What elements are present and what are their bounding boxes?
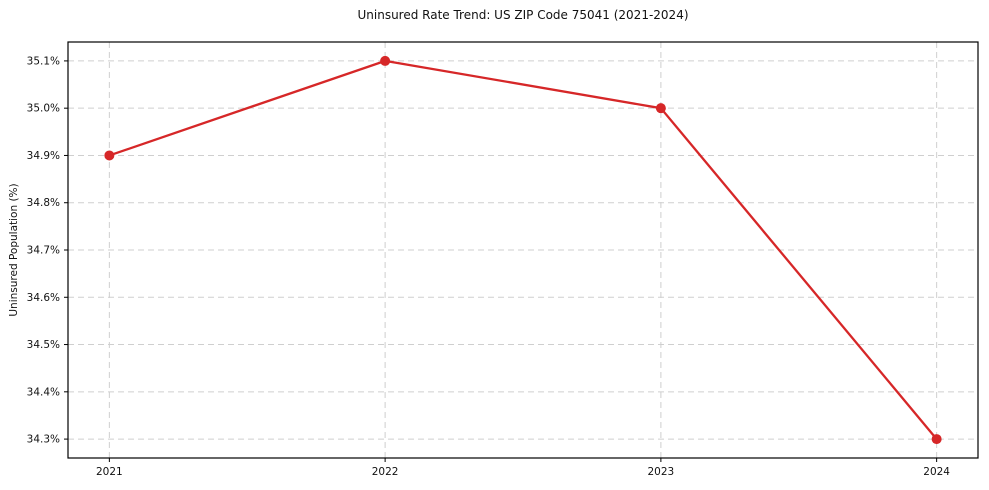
y-tick-label: 34.7% [27,245,60,257]
data-point [104,150,115,161]
x-tick-label: 2023 [648,466,675,478]
y-tick-label: 34.5% [27,339,60,351]
data-point [931,434,942,445]
y-tick-label: 34.9% [27,150,60,162]
y-tick-label: 35.0% [27,103,60,115]
y-tick-label: 34.3% [27,434,60,446]
x-tick-label: 2021 [96,466,123,478]
x-tick-label: 2024 [923,466,950,478]
chart-title: Uninsured Rate Trend: US ZIP Code 75041 … [357,8,689,22]
data-point [380,55,391,66]
y-tick-label: 34.8% [27,197,60,209]
data-point [655,103,666,114]
y-tick-label: 34.4% [27,386,60,398]
y-axis-label: Uninsured Population (%) [8,183,20,317]
x-tick-label: 2022 [372,466,399,478]
y-tick-label: 34.6% [27,292,60,304]
data-line [108,59,938,441]
y-tick-label: 35.1% [27,55,60,67]
